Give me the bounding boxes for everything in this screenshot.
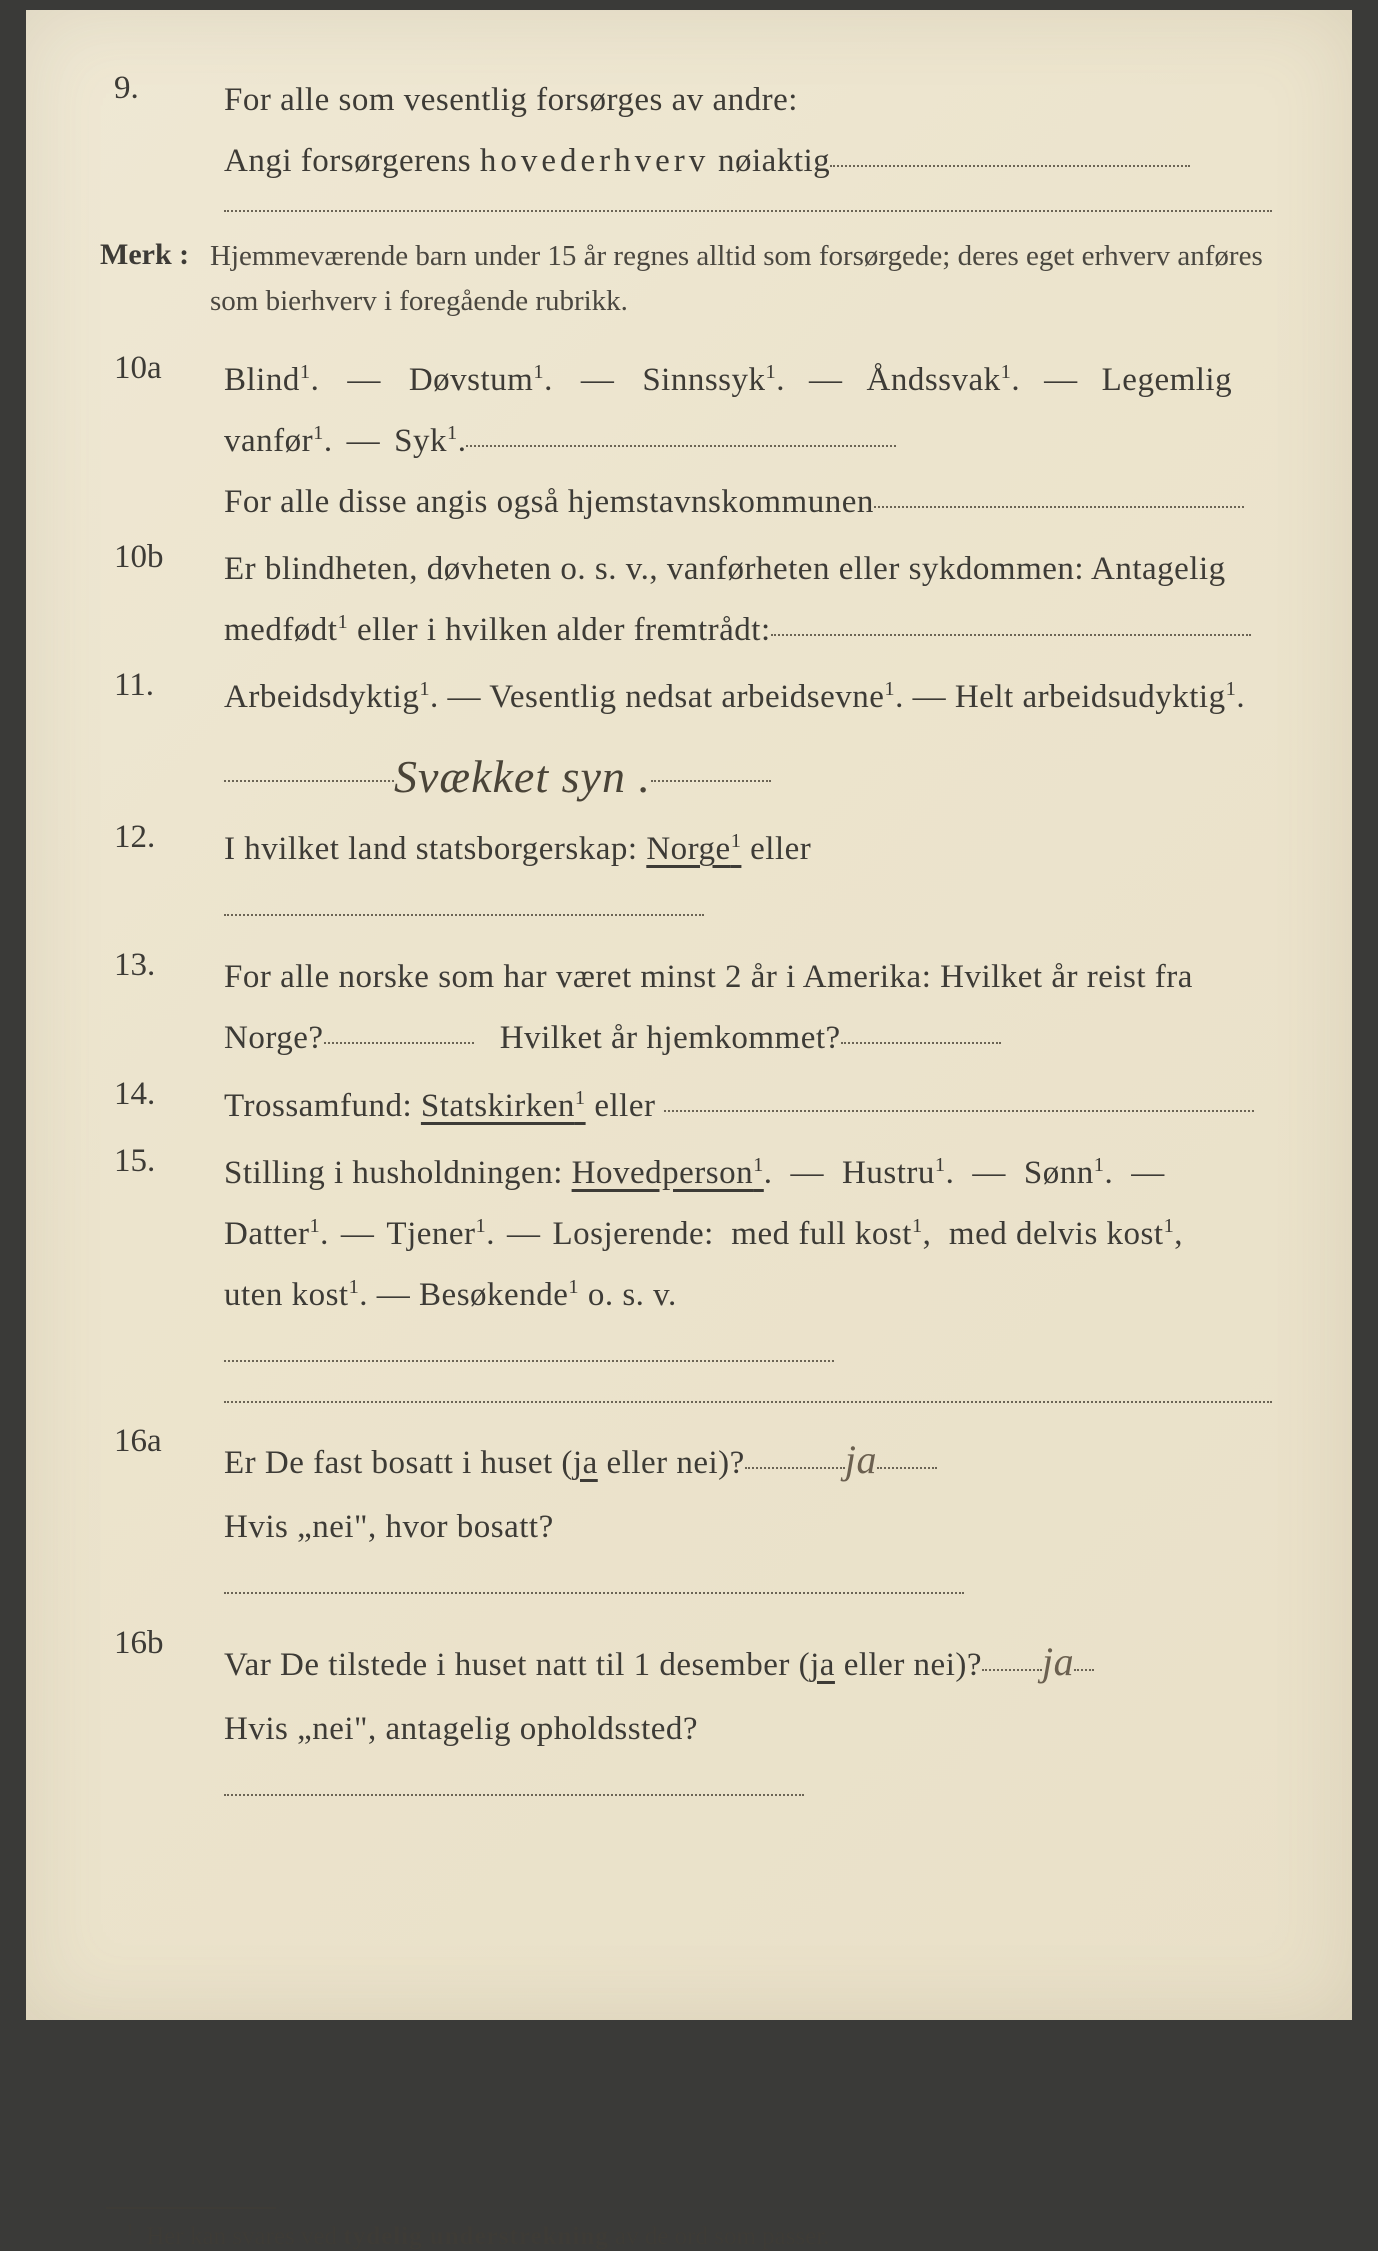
q10a-content: Blind1.—Døvstum1.—Sinnssyk1.—Åndssvak1.—… [224, 350, 1272, 533]
q12-opt-norge: Norge1 [646, 831, 741, 867]
question-13: 13. For alle norske som har været minst … [96, 947, 1272, 1069]
q15-los: Losjerende: [553, 1216, 714, 1252]
opt-datter: Datter [224, 1216, 309, 1252]
q16b-textb: eller nei)? [835, 1647, 982, 1683]
q9-content: For alle som vesentlig forsørges av andr… [224, 70, 1272, 192]
q14-number: 14. [96, 1076, 224, 1113]
q15-osv: o. s. v. [579, 1277, 677, 1313]
question-9: 9. For alle som vesentlig forsørges av a… [96, 70, 1272, 192]
q9-line2c: nøiaktig [709, 143, 830, 179]
los-full: med full kost [731, 1216, 912, 1252]
q13-textb: Hvilket år hjemkommet? [500, 1020, 841, 1056]
opt-hustru: Hustru [842, 1155, 935, 1191]
footnote: 1 Her kan svares ved tydelig understrekn… [96, 2223, 1272, 2251]
question-10b: 10b Er blindheten, døvheten o. s. v., va… [96, 539, 1272, 661]
question-10a: 10a Blind1.—Døvstum1.—Sinnssyk1.—Åndssva… [96, 350, 1272, 533]
q13-content: For alle norske som har været minst 2 år… [224, 947, 1272, 1069]
los-uten: uten kost [224, 1277, 349, 1313]
opt-tjener: Tjener [386, 1216, 475, 1252]
q16a-number: 16a [96, 1423, 224, 1460]
opt-udyktig: Helt arbeidsudyktig [955, 679, 1226, 715]
opt-dovstum: Døvstum [409, 362, 534, 398]
q10a-line3: For alle disse angis også hjemstavnskomm… [224, 484, 874, 520]
q9-number: 9. [96, 70, 224, 107]
divider [224, 210, 1272, 212]
q12-textb: eller [741, 831, 811, 867]
q9-line1: For alle som vesentlig forsørges av andr… [224, 82, 798, 118]
q10b-textb: eller i hvilken alder fremtrådt: [348, 612, 770, 648]
q10b-content: Er blindheten, døvheten o. s. v., vanfør… [224, 539, 1272, 661]
q16a-texta: Er De fast bosatt i huset ( [224, 1445, 573, 1481]
q15-hovedperson: Hovedperson1 [572, 1155, 764, 1191]
q12-texta: I hvilket land statsborgerskap: [224, 831, 646, 867]
footnote-rule [106, 2207, 276, 2209]
blank-space [96, 1827, 1272, 2207]
q14-opt-statskirken: Statskirken1 [421, 1088, 586, 1124]
q16a-ja: ja [573, 1445, 598, 1481]
q12-number: 12. [96, 819, 224, 856]
q10a-number: 10a [96, 350, 224, 387]
opt-vanfor: vanfør [224, 423, 313, 459]
q9-emph: hovederhverv [480, 143, 709, 179]
q16b-line2: Hvis „nei", antagelig opholdssted? [224, 1711, 698, 1747]
q11-content: Arbeidsdyktig1. — Vesentlig nedsat arbei… [224, 667, 1272, 813]
opt-sinnssyk: Sinnssyk [642, 362, 765, 398]
q16a-answer: ja [845, 1423, 877, 1497]
q9-line2a: Angi forsørgerens [224, 143, 480, 179]
merk-text: Hjemmeværende barn under 15 år regnes al… [210, 234, 1272, 324]
opt-syk: Syk [394, 423, 447, 459]
q13-number: 13. [96, 947, 224, 984]
opt-andssvak: Åndssvak [867, 362, 1001, 398]
opt-blind: Blind [224, 362, 300, 398]
los-delvis: med delvis kost [949, 1216, 1164, 1252]
q16a-textb: eller nei)? [598, 1445, 745, 1481]
q12-content: I hvilket land statsborgerskap: Norge1 e… [224, 819, 1272, 941]
q16b-texta: Var De tilstede i huset natt til 1 desem… [224, 1647, 810, 1683]
q14-texta: Trossamfund: [224, 1088, 421, 1124]
q15-number: 15. [96, 1143, 224, 1180]
question-12: 12. I hvilket land statsborgerskap: Norg… [96, 819, 1272, 941]
merk-label: Merk : [96, 234, 210, 272]
footnote-bold: tydelig understrekning [343, 2223, 608, 2250]
opt-sonn: Sønn [1024, 1155, 1094, 1191]
q14-content: Trossamfund: Statskirken1 eller [224, 1076, 1272, 1137]
question-11: 11. Arbeidsdyktig1. — Vesentlig nedsat a… [96, 667, 1272, 813]
q10b-number: 10b [96, 539, 224, 576]
q16b-ja: ja [810, 1647, 835, 1683]
divider-2 [224, 1401, 1272, 1403]
q11-number: 11. [96, 667, 224, 704]
q16a-content: Er De fast bosatt i huset (ja eller nei)… [224, 1423, 1272, 1619]
question-14: 14. Trossamfund: Statskirken1 eller [96, 1076, 1272, 1137]
question-16a: 16a Er De fast bosatt i huset (ja eller … [96, 1423, 1272, 1619]
q16b-answer: ja [1042, 1625, 1074, 1699]
q16b-content: Var De tilstede i huset natt til 1 desem… [224, 1625, 1272, 1821]
opt-legemlig: Legemlig [1102, 362, 1232, 398]
opt-besokende: Besøkende [419, 1277, 568, 1313]
q15-texta: Stilling i husholdningen: [224, 1155, 572, 1191]
footnote-marker: 1 [126, 2222, 134, 2239]
q14-textb: eller [586, 1088, 665, 1124]
q15-content: Stilling i husholdningen: Hovedperson1.—… [224, 1143, 1272, 1387]
question-15: 15. Stilling i husholdningen: Hovedperso… [96, 1143, 1272, 1387]
q16b-number: 16b [96, 1625, 224, 1662]
footnote-textb: av de ord som passer. [609, 2223, 830, 2250]
note-merk: Merk : Hjemmeværende barn under 15 år re… [96, 234, 1272, 324]
opt-arbeidsdyktig: Arbeidsdyktig [224, 679, 419, 715]
opt-nedsat: Vesentlig nedsat arbeidsevne [489, 679, 884, 715]
document-page: 9. For alle som vesentlig forsørges av a… [26, 10, 1352, 2020]
q11-handwritten: Svækket syn . [394, 734, 651, 819]
q16a-line2: Hvis „nei", hvor bosatt? [224, 1509, 554, 1545]
question-16b: 16b Var De tilstede i huset natt til 1 d… [96, 1625, 1272, 1821]
footnote-texta: Her kan svares ved [146, 2223, 343, 2250]
